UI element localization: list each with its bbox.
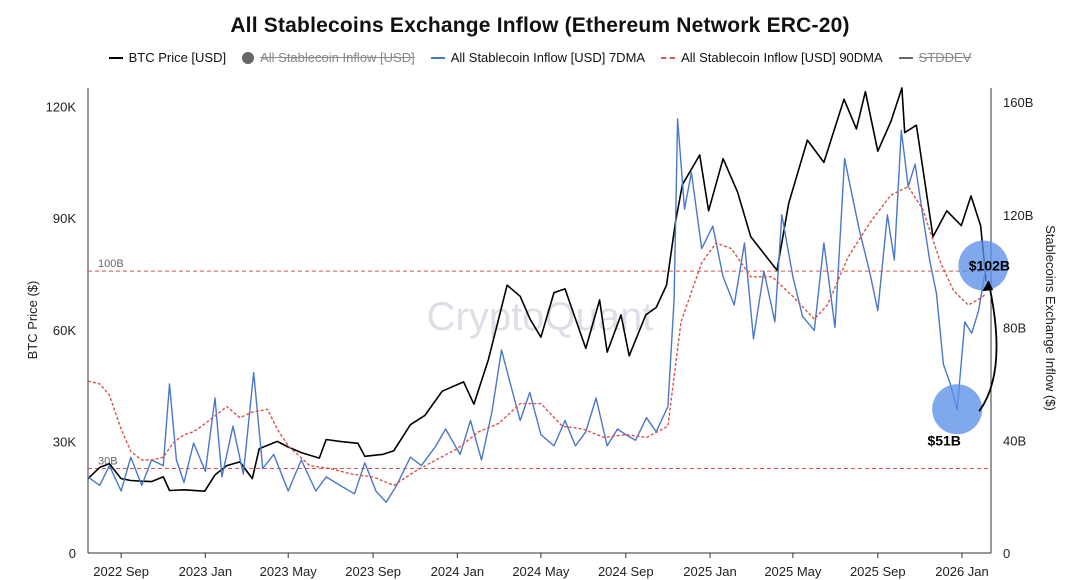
y-axis-right-title: Stablecoins Exchange Inflow ($) — [1043, 225, 1058, 411]
legend-item-stddev[interactable]: STDDEV — [898, 50, 972, 65]
annotation-label: $51B — [927, 432, 960, 448]
legend-item-all-stablecoin-inflow-usd-7dma[interactable]: All Stablecoin Inflow [USD] 7DMA — [430, 50, 646, 65]
x-tick-label: 2024 Jan — [431, 564, 485, 579]
y-right-tick-label: 80B — [1003, 321, 1026, 336]
legend-swatch-icon — [430, 56, 445, 59]
legend-label: All Stablecoin Inflow [USD] 90DMA — [681, 50, 883, 65]
y-left-tick-label: 60K — [53, 323, 76, 338]
chart-legend: BTC Price [USD] All Stablecoin Inflow [US… — [0, 50, 1080, 65]
legend-label: BTC Price [USD] — [128, 50, 227, 65]
x-tick-label: 2026 Jan — [935, 564, 989, 579]
x-tick-label: 2024 May — [512, 564, 570, 579]
highlight-circle — [958, 240, 1009, 291]
y-left-tick-label: 90K — [53, 211, 76, 226]
series-line-btc-price-usd — [87, 87, 987, 492]
x-tick-label: 2025 May — [764, 564, 822, 579]
legend-swatch-icon — [661, 56, 676, 59]
legend-item-all-stablecoin-inflow-usd[interactable]: All Stablecoin Inflow [USD] — [242, 50, 415, 65]
x-tick-label: 2023 May — [260, 564, 318, 579]
x-tick-label: 2022 Sep — [93, 564, 149, 579]
highlight-circle — [932, 384, 983, 435]
chart-title: All Stablecoins Exchange Inflow (Ethereu… — [230, 14, 850, 37]
x-tick-label: 2023 Jan — [179, 564, 233, 579]
legend-label: STDDEV — [918, 50, 972, 65]
y-axis-left-title: BTC Price ($) — [25, 281, 40, 360]
y-left-tick-label: 0 — [69, 546, 76, 561]
x-tick-label: 2025 Sep — [850, 564, 906, 579]
y-right-tick-label: 40B — [1003, 433, 1026, 448]
series-line-all-stablecoin-inflow-usd-7dma — [87, 118, 987, 503]
series-line-all-stablecoin-inflow-usd-90dma — [87, 185, 987, 487]
arrow-head-icon — [982, 280, 994, 292]
legend-swatch-icon — [898, 56, 913, 59]
legend-swatch-icon — [242, 51, 255, 64]
x-tick-label: 2023 Sep — [345, 564, 401, 579]
legend-item-all-stablecoin-inflow-usd-90dma[interactable]: All Stablecoin Inflow [USD] 90DMA — [661, 50, 883, 65]
legend-swatch-icon — [108, 56, 123, 59]
y-left-tick-label: 30K — [53, 434, 76, 449]
reference-line-label: 100B — [98, 258, 124, 270]
y-right-tick-label: 160B — [1003, 95, 1033, 110]
legend-item-btc-price-usd[interactable]: BTC Price [USD] — [108, 50, 227, 65]
x-tick-label: 2024 Sep — [598, 564, 654, 579]
y-left-tick-label: 120K — [46, 100, 77, 115]
x-tick-label: 2025 Jan — [683, 564, 737, 579]
legend-label: All Stablecoin Inflow [USD] — [260, 50, 415, 65]
y-right-tick-label: 120B — [1003, 208, 1033, 223]
legend-label: All Stablecoin Inflow [USD] 7DMA — [450, 50, 646, 65]
annotation-label: $102B — [969, 258, 1010, 274]
annotation-arrow — [978, 281, 998, 412]
reference-line-label: 30B — [98, 455, 118, 467]
y-right-tick-label: 0 — [1003, 546, 1010, 561]
